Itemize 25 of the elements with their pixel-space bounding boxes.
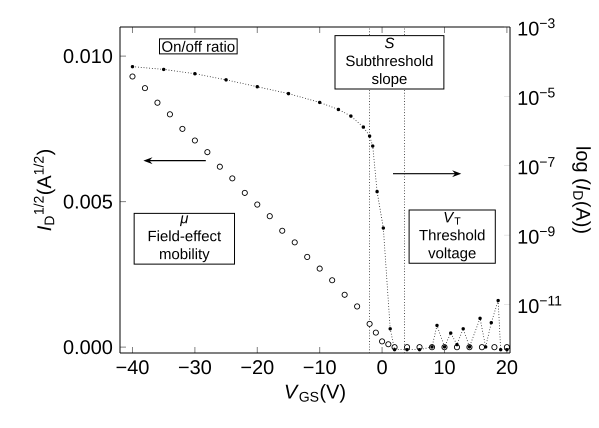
annotation: On/off ratio — [162, 40, 235, 52]
annotation: Field-effect mobility — [148, 230, 222, 262]
y2-axis-title: log (I$_{D}$(A)) — [572, 147, 591, 233]
x-tick-label: −40 — [116, 360, 149, 374]
y-tick-label: 0.005 — [64, 194, 112, 209]
annotation: S — [384, 38, 394, 48]
y2-tick-label: 10$^{−3}$ — [518, 18, 555, 36]
y-tick-label: 0.010 — [64, 49, 112, 64]
annotation: Threshold voltage — [419, 229, 484, 262]
x-tick-label: 0 — [377, 360, 387, 374]
x-tick-label: −20 — [241, 360, 274, 374]
y-axis-title: I$_{D}$$^{1/2}$(A$^{1/2}$) — [33, 150, 56, 230]
x-tick-label: −10 — [304, 360, 336, 374]
y2-tick-label: 10$^{−5}$ — [518, 88, 555, 106]
y2-tick-label: 10$^{−11}$ — [518, 296, 562, 314]
annotation: μ — [180, 215, 188, 226]
x-tick-label: 10 — [434, 360, 455, 374]
x-axis-title: V$_{GS}$(V) — [286, 384, 345, 403]
y-tick-label: 0.000 — [64, 340, 112, 354]
y2-tick-label: 10$^{−9}$ — [518, 226, 555, 244]
x-tick-label: 20 — [496, 360, 518, 374]
y2-tick-label: 10$^{−7}$ — [518, 157, 555, 174]
annotation: V$_{T}$ — [444, 212, 460, 225]
annotation: Subthreshold slope — [346, 55, 432, 88]
x-tick-label: −30 — [178, 360, 211, 374]
